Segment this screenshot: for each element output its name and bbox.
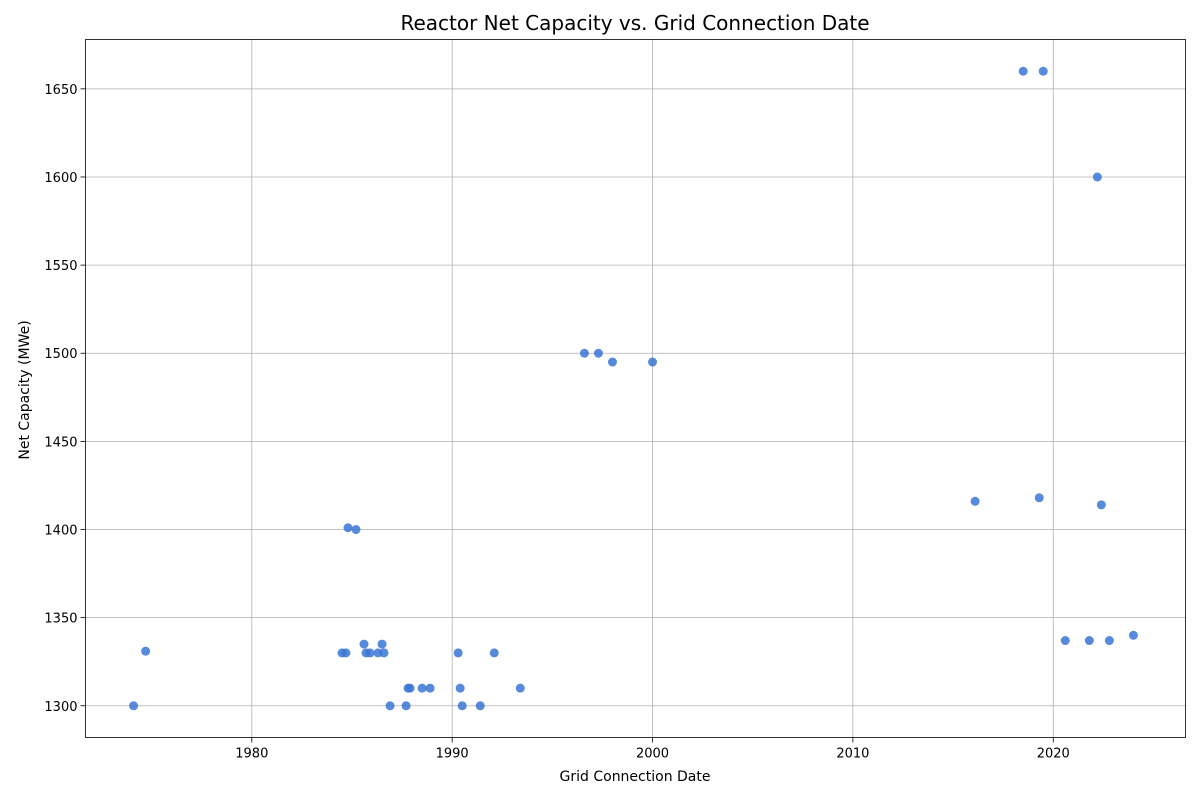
data-point [593,348,603,358]
data-point [385,701,395,711]
data-point [607,357,617,367]
chart-title: Reactor Net Capacity vs. Grid Connection… [400,11,869,35]
x-axis-label: Grid Connection Date [560,769,711,785]
data-point [1084,636,1094,646]
data-point [417,683,427,693]
x-tick-label: 2000 [636,747,669,762]
data-point [970,496,980,506]
data-point [1104,636,1114,646]
y-tick-label: 1650 [44,83,77,98]
data-point [405,683,415,693]
data-point [1092,172,1102,182]
data-point [453,648,463,658]
data-point [1128,630,1138,640]
data-point [579,348,589,358]
data-point [455,683,465,693]
data-point [515,683,525,693]
data-point [1034,493,1044,503]
x-tick-label: 2010 [836,747,869,762]
y-tick-label: 1500 [44,347,77,362]
y-axis-label: Net Capacity (MWe) [17,320,33,459]
data-point [377,639,387,649]
data-point [341,648,351,658]
y-tick-label: 1600 [44,171,77,186]
data-point [359,639,369,649]
data-point [457,701,467,711]
data-point [379,648,389,658]
data-point [1018,66,1028,76]
y-tick-label: 1350 [44,612,77,627]
data-point [351,525,361,535]
plot-frame [85,39,1186,738]
y-tick-label: 1300 [44,700,77,715]
x-tick-label: 1980 [235,747,268,762]
x-tick-label: 2020 [1037,747,1070,762]
axis-ticks: 1980 1990 2000 2010 2020 1300 1350 1400 1450 1500… [44,83,1069,762]
data-point [129,701,139,711]
y-tick-label: 1400 [44,524,77,539]
data-point [401,701,411,711]
data-point [141,646,151,656]
data-point [475,701,485,711]
data-point [1096,500,1106,510]
data-points [129,66,1138,711]
data-point [1060,636,1070,646]
data-point [425,683,435,693]
y-tick-label: 1550 [44,259,77,274]
x-tick-label: 1990 [436,747,469,762]
data-point [489,648,499,658]
data-point [343,523,353,533]
data-point [1038,66,1048,76]
y-tick-label: 1450 [44,435,77,450]
data-point [648,357,658,367]
grid-lines [85,39,1186,738]
data-point [365,648,375,658]
